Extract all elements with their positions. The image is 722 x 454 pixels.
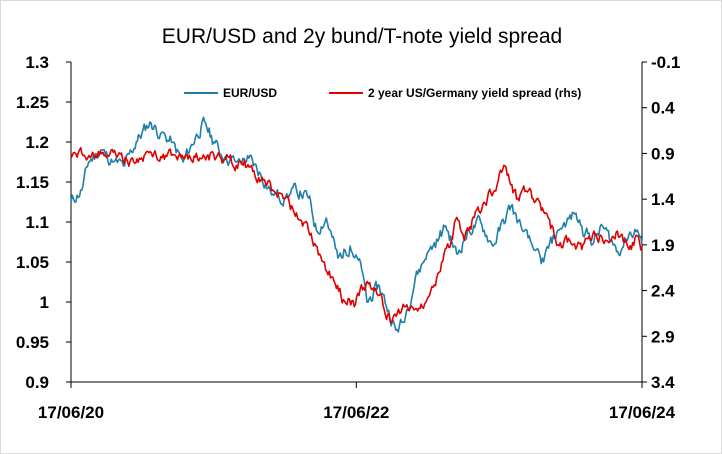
right-tick-label: -0.1 [651,53,680,72]
right-tick-label: 1.9 [651,236,675,255]
legend-label: EUR/USD [223,86,277,100]
left-tick-label: 1.1 [25,213,49,232]
right-tick-label: 2.4 [651,282,675,301]
x-tick-label: 17/06/20 [38,403,104,422]
left-tick-label: 1.05 [16,253,49,272]
left-tick-label: 0.9 [25,373,49,392]
axes: 0.9 0.95 1 1.05 1.1 1.15 1.2 1.25 1.3 -0.1 0.4 0.9 1… [16,53,680,422]
left-tick-label: 0.95 [16,333,49,352]
x-tick-label: 17/06/24 [609,403,676,422]
legend: EUR/USD 2 year US/Germany yield spread (r… [184,86,581,100]
left-tick-label: 1 [40,293,49,312]
right-tick-label: 2.9 [651,327,675,346]
right-tick-label: 3.4 [651,373,675,392]
left-tick-label: 1.15 [16,173,49,192]
right-tick-label: 0.9 [651,144,675,163]
series-layer [70,116,643,333]
left-tick-label: 1.3 [25,53,49,72]
left-tick-label: 1.2 [25,133,49,152]
legend-label: 2 year US/Germany yield spread (rhs) [368,86,581,100]
chart-title: EUR/USD and 2y bund/T-note yield spread [162,25,562,48]
right-tick-label: 0.4 [651,99,675,118]
x-tick-label: 17/06/22 [323,403,389,422]
eurusd-series-line [70,116,643,333]
left-tick-label: 1.25 [16,93,49,112]
yield-spread-series-line [70,146,643,324]
right-tick-label: 1.4 [651,190,675,209]
